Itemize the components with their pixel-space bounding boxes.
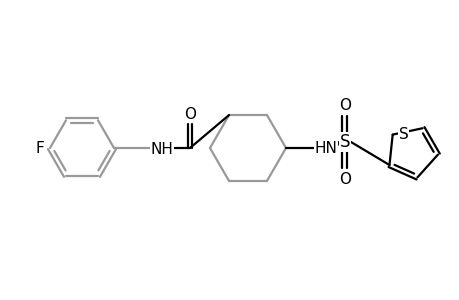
Text: O: O [338,98,350,112]
Text: S: S [339,133,349,151]
Text: NH: NH [150,142,173,157]
Text: O: O [184,106,196,122]
Text: HN: HN [314,140,337,155]
Text: F: F [35,140,44,155]
Text: O: O [338,172,350,187]
Text: S: S [398,127,408,142]
